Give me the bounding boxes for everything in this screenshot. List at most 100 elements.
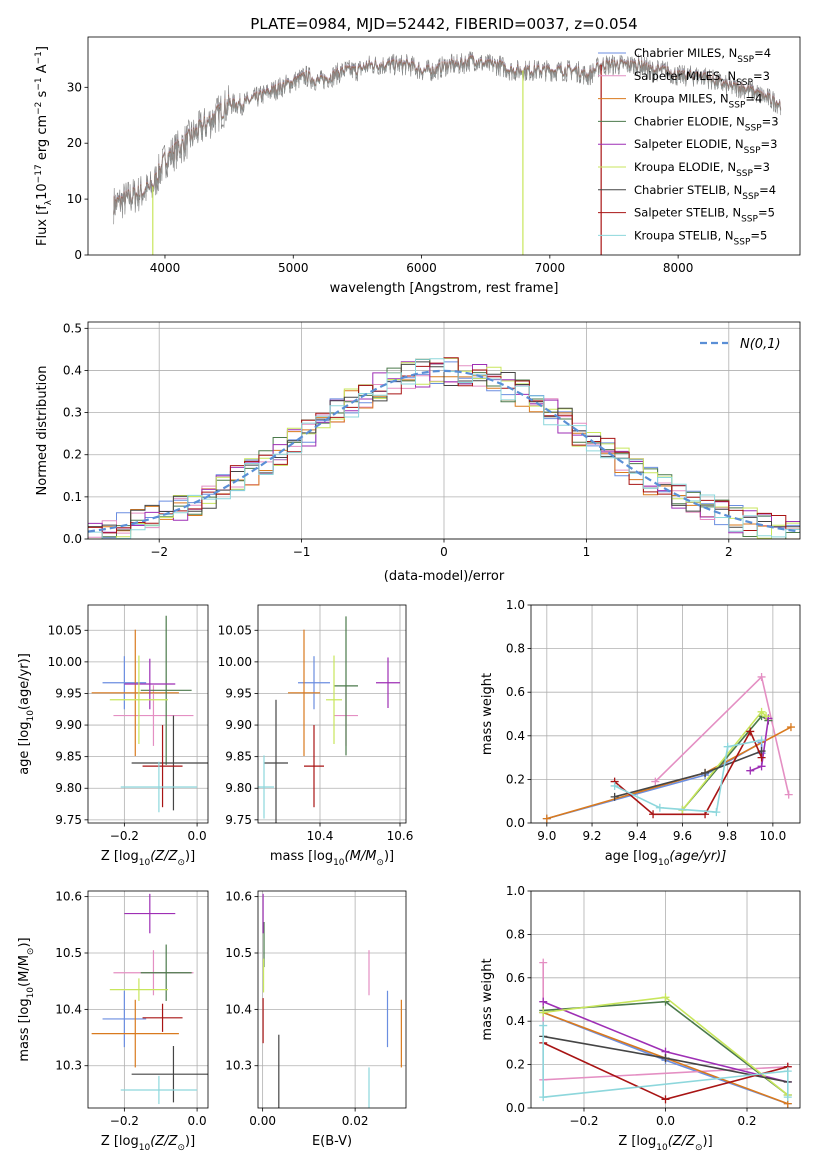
y-tick-label: 10.5 xyxy=(225,946,252,960)
x-tick-label: 9.0 xyxy=(537,829,556,843)
legend-entry-4-part: Salpeter ELODIE, N xyxy=(634,137,744,151)
weight-marker-8 xyxy=(757,736,766,745)
axes-frame xyxy=(87,890,209,1109)
x-axis-label-part: Z [log xyxy=(101,849,139,864)
x-axis-label-part: E(B-V) xyxy=(312,1134,352,1149)
legend-entry-0-part: SSP xyxy=(737,55,754,65)
x-axis-label-part: wavelength [Angstrom, rest frame] xyxy=(330,281,559,296)
axes-frame xyxy=(87,604,209,824)
x-axis-label-part: (Z/Z xyxy=(150,1134,178,1149)
x-axis-label: wavelength [Angstrom, rest frame] xyxy=(330,281,559,296)
y-axis-label-part: λ xyxy=(44,199,54,205)
y-tick-label: 0.5 xyxy=(63,321,82,335)
legend-entry-6-part: SSP xyxy=(742,192,759,202)
legend-entry-7-part: Salpeter STELIB, N xyxy=(634,206,741,220)
x-tick-label: 0.00 xyxy=(249,1114,276,1128)
figure-title: PLATE=0984, MJD=52442, FIBERID=0037, z=0… xyxy=(250,15,637,33)
x-axis-label-part: 10 xyxy=(658,858,670,868)
legend-entry-5-part: Kroupa ELODIE, N xyxy=(634,160,736,174)
panel-spectrum: 4000 5000 6000 7000 8000 0 10 20 30 wavelength [A… xyxy=(34,36,801,296)
x-axis-label: (data-model)/error xyxy=(384,569,505,584)
y-tick-label: 0.2 xyxy=(506,1058,525,1072)
y-tick-label: 10.3 xyxy=(225,1059,252,1073)
legend-entry-6: Chabrier STELIB, NSSP=4 xyxy=(634,183,776,202)
y-tick-label: 10.6 xyxy=(55,890,82,904)
x-axis-label-part: mass [log xyxy=(270,849,333,864)
legend-entry-4: Salpeter ELODIE, NSSP=3 xyxy=(634,137,777,156)
weight-marker-5 xyxy=(539,1008,548,1017)
y-axis-label: Flux [fλ10−17 erg cm−2 s−1 A−1] xyxy=(34,46,54,246)
x-axis-label-part: (age/yr)] xyxy=(669,849,726,864)
weight-marker-5 xyxy=(762,712,771,721)
legend-entry-6-part: =4 xyxy=(759,183,776,197)
plot-area-spectrum xyxy=(113,51,782,255)
x-axis-label-part: ⊙ xyxy=(177,858,185,868)
weight-marker-1 xyxy=(784,790,793,799)
y-tick-label: 10.4 xyxy=(55,1002,82,1016)
x-axis-label-part: age [log xyxy=(605,849,658,864)
x-axis-label-part: )] xyxy=(384,849,394,864)
panel-mass_vs_Z: −0.2 0.010.310.410.510.6Z [log10(Z/Z⊙)]ma… xyxy=(17,890,209,1153)
y-tick-label: 9.90 xyxy=(55,718,82,732)
weight-marker-7 xyxy=(661,1095,670,1104)
x-axis-label: Z [log10(Z/Z⊙)] xyxy=(101,849,195,868)
axes-frame xyxy=(257,604,407,824)
x-tick-label: 9.6 xyxy=(673,829,692,843)
weight-marker-2 xyxy=(542,814,551,823)
x-axis-label-part: ⊙ xyxy=(177,1143,185,1153)
y-tick-label: 0.0 xyxy=(506,816,525,830)
x-axis-label-part: Z [log xyxy=(618,1134,656,1149)
y-axis-label-part: mass [log xyxy=(17,998,32,1061)
plot-area-mass_vs_ebv xyxy=(262,893,402,1108)
panel-mass_vs_ebv: 0.00 0.02 10.3 10.4 10.5 10.6 E(B-V) xyxy=(225,890,407,1149)
y-tick-label: 9.85 xyxy=(225,750,252,764)
x-axis-label: Z [log10(Z/Z⊙)] xyxy=(618,1134,712,1153)
y-tick-label: 10.6 xyxy=(225,890,252,904)
y-axis-label-part: (M/M xyxy=(17,955,32,987)
y-axis-label-part: 10 xyxy=(26,710,36,722)
x-tick-label: −0.2 xyxy=(110,829,139,843)
y-axis-label-part: )] xyxy=(17,937,32,947)
legend-entry-7-part: =5 xyxy=(758,206,775,220)
y-axis-label: mass weight xyxy=(480,673,495,755)
legend-entry-3-part: Chabrier ELODIE, N xyxy=(634,114,745,128)
legend-entry-8-part: =5 xyxy=(750,228,767,242)
panel-weight_vs_Z: −0.2 0.0 0.2 0.0 0.2 0.4 0.6 0.8 1.0 Z [log10(Z/Z… xyxy=(480,884,801,1153)
x-tick-label: 10.4 xyxy=(307,829,334,843)
x-tick-label: 10.0 xyxy=(760,829,787,843)
weight-line-6 xyxy=(614,750,762,798)
y-axis-label: age [log10(age/yr)] xyxy=(17,653,36,775)
weight-marker-7 xyxy=(649,810,658,819)
legend-entry-4-part: =3 xyxy=(761,137,778,151)
weight-marker-8 xyxy=(783,1067,792,1076)
weight-marker-8 xyxy=(723,742,732,751)
weight-marker-5 xyxy=(757,707,766,716)
x-axis-label-part: 10 xyxy=(139,1143,151,1153)
axes-frame xyxy=(257,890,407,1109)
x-axis-label-part: ⊙ xyxy=(376,858,384,868)
y-axis-label: mass [log10(M/M⊙)] xyxy=(17,937,36,1061)
plot-area-age_vs_mass xyxy=(258,616,400,823)
legend-entry-0: Chabrier MILES, NSSP=4 xyxy=(634,46,771,65)
weight-marker-8 xyxy=(783,1093,792,1102)
weight-marker-8 xyxy=(610,781,619,790)
x-tick-label: 0.0 xyxy=(188,1114,207,1128)
plot-area-residuals xyxy=(88,357,800,539)
weight-line-8 xyxy=(542,1025,789,1099)
y-axis-label-part: ⊙ xyxy=(26,948,36,956)
y-axis-label-part: s xyxy=(35,90,50,101)
legend-entry-3-part: =3 xyxy=(762,114,779,128)
x-tick-label: 0.0 xyxy=(188,829,207,843)
legend-entry-7: Salpeter STELIB, NSSP=5 xyxy=(634,206,775,225)
y-tick-label: 10.05 xyxy=(48,623,82,637)
x-tick-label: 0.2 xyxy=(737,1114,756,1128)
legend-entry-8: Kroupa STELIB, NSSP=5 xyxy=(634,228,767,247)
legend-entry-3: Chabrier ELODIE, NSSP=3 xyxy=(634,114,779,133)
y-tick-label: 0.0 xyxy=(506,1101,525,1115)
y-tick-label: 10.05 xyxy=(218,623,252,637)
x-axis-label-part: )] xyxy=(185,849,195,864)
y-tick-label: 0.8 xyxy=(506,927,525,941)
panel-age_vs_mass: 10.4 10.6 9.75 9.80 9.85 9.90 9.95 10.00 10.05 ma… xyxy=(218,604,413,868)
x-axis-label: mass [log10(M/M⊙)] xyxy=(270,849,394,868)
